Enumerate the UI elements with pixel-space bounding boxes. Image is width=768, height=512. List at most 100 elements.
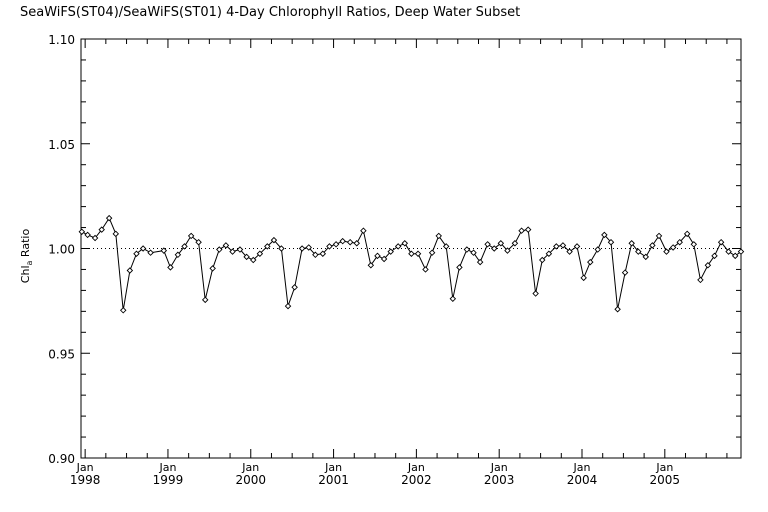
data-point (387, 248, 394, 255)
data-point (463, 246, 471, 253)
data-point (278, 245, 285, 252)
x-tick-year-label: 2005 (650, 473, 681, 487)
data-point (580, 274, 587, 282)
data-point (532, 290, 539, 297)
data-point (187, 232, 195, 240)
data-point (476, 258, 484, 266)
data-point (326, 243, 333, 250)
data-point (655, 232, 663, 240)
data-point (497, 240, 505, 247)
data-point (607, 238, 615, 246)
y-axis-label-rest: Ratio (19, 229, 32, 261)
data-point (243, 253, 250, 261)
data-point (697, 276, 704, 284)
data-point (614, 306, 621, 313)
data-point (380, 255, 388, 263)
data-point (470, 249, 477, 256)
x-tick-month-label: Jan (324, 461, 342, 474)
data-point (504, 247, 511, 254)
data-point (490, 245, 498, 252)
data-point (456, 264, 463, 271)
data-point (91, 234, 99, 242)
data-point (346, 238, 354, 246)
data-point (566, 248, 573, 255)
x-tick-year-label: 2001 (318, 473, 349, 487)
data-point (594, 246, 601, 253)
data-point (683, 230, 691, 238)
y-tick-label: 0.95 (48, 347, 75, 361)
data-point (291, 284, 298, 291)
data-point (222, 242, 230, 249)
x-tick-month-label: Jan (407, 461, 425, 474)
data-point (649, 242, 656, 249)
data-point (319, 250, 327, 257)
data-point (367, 262, 375, 269)
data-point (731, 252, 739, 260)
data-point (711, 252, 718, 260)
data-point (284, 302, 292, 310)
data-point (484, 241, 491, 248)
data-point (147, 249, 154, 256)
data-point (442, 243, 450, 250)
x-tick-year-label: 2002 (401, 473, 432, 487)
data-point (539, 256, 546, 264)
data-point (401, 240, 409, 247)
data-point (573, 243, 581, 250)
x-tick-year-label: 2004 (567, 473, 598, 487)
data-point (250, 256, 257, 264)
data-point (669, 244, 677, 251)
data-point (408, 250, 415, 257)
data-point (98, 226, 105, 233)
data-point (105, 214, 113, 222)
data-point (174, 251, 182, 259)
data-point (737, 248, 745, 255)
data-point (663, 248, 670, 255)
data-point (195, 238, 202, 246)
data-points (78, 214, 745, 314)
data-point (422, 266, 429, 273)
data-point (676, 238, 683, 246)
plot-area-frame (80, 38, 742, 459)
data-point (394, 243, 402, 250)
data-point (587, 258, 594, 266)
x-tick-year-label: 1999 (153, 473, 184, 487)
data-point (332, 241, 340, 248)
y-tick-label: 0.90 (48, 452, 75, 466)
data-point (374, 252, 381, 260)
data-point (229, 248, 236, 255)
data-point (312, 251, 319, 259)
data-point (256, 250, 264, 257)
data-point (559, 242, 567, 249)
data-point (264, 243, 271, 250)
data-point (524, 226, 532, 233)
y-axis-label: Chla Ratio (19, 229, 34, 284)
data-point (201, 296, 209, 304)
data-point (435, 232, 442, 240)
data-point (511, 240, 519, 247)
x-tick-month-label: Jan (241, 461, 259, 474)
y-axis-label-main: Chl (19, 265, 32, 283)
data-point (518, 227, 525, 234)
data-point (642, 253, 650, 261)
data-point (298, 245, 306, 252)
data-point (236, 246, 244, 253)
y-tick-label: 1.00 (48, 243, 75, 257)
x-tick-month-label: Jan (573, 461, 591, 474)
data-point (112, 230, 120, 238)
x-tick-year-label: 2003 (484, 473, 515, 487)
data-point (449, 295, 457, 303)
x-tick-month-label: Jan (158, 461, 176, 474)
data-point (428, 249, 436, 256)
x-tick-month-label: Jan (655, 461, 673, 474)
data-point (621, 269, 629, 276)
data-point (133, 250, 140, 257)
data-point (270, 236, 278, 244)
data-point (167, 264, 174, 271)
data-point (704, 262, 712, 269)
data-point (126, 267, 134, 274)
data-point (339, 237, 346, 245)
data-point (601, 231, 608, 239)
y-tick-label: 1.10 (48, 33, 75, 47)
y-axis-label-subscript: a (25, 260, 34, 265)
